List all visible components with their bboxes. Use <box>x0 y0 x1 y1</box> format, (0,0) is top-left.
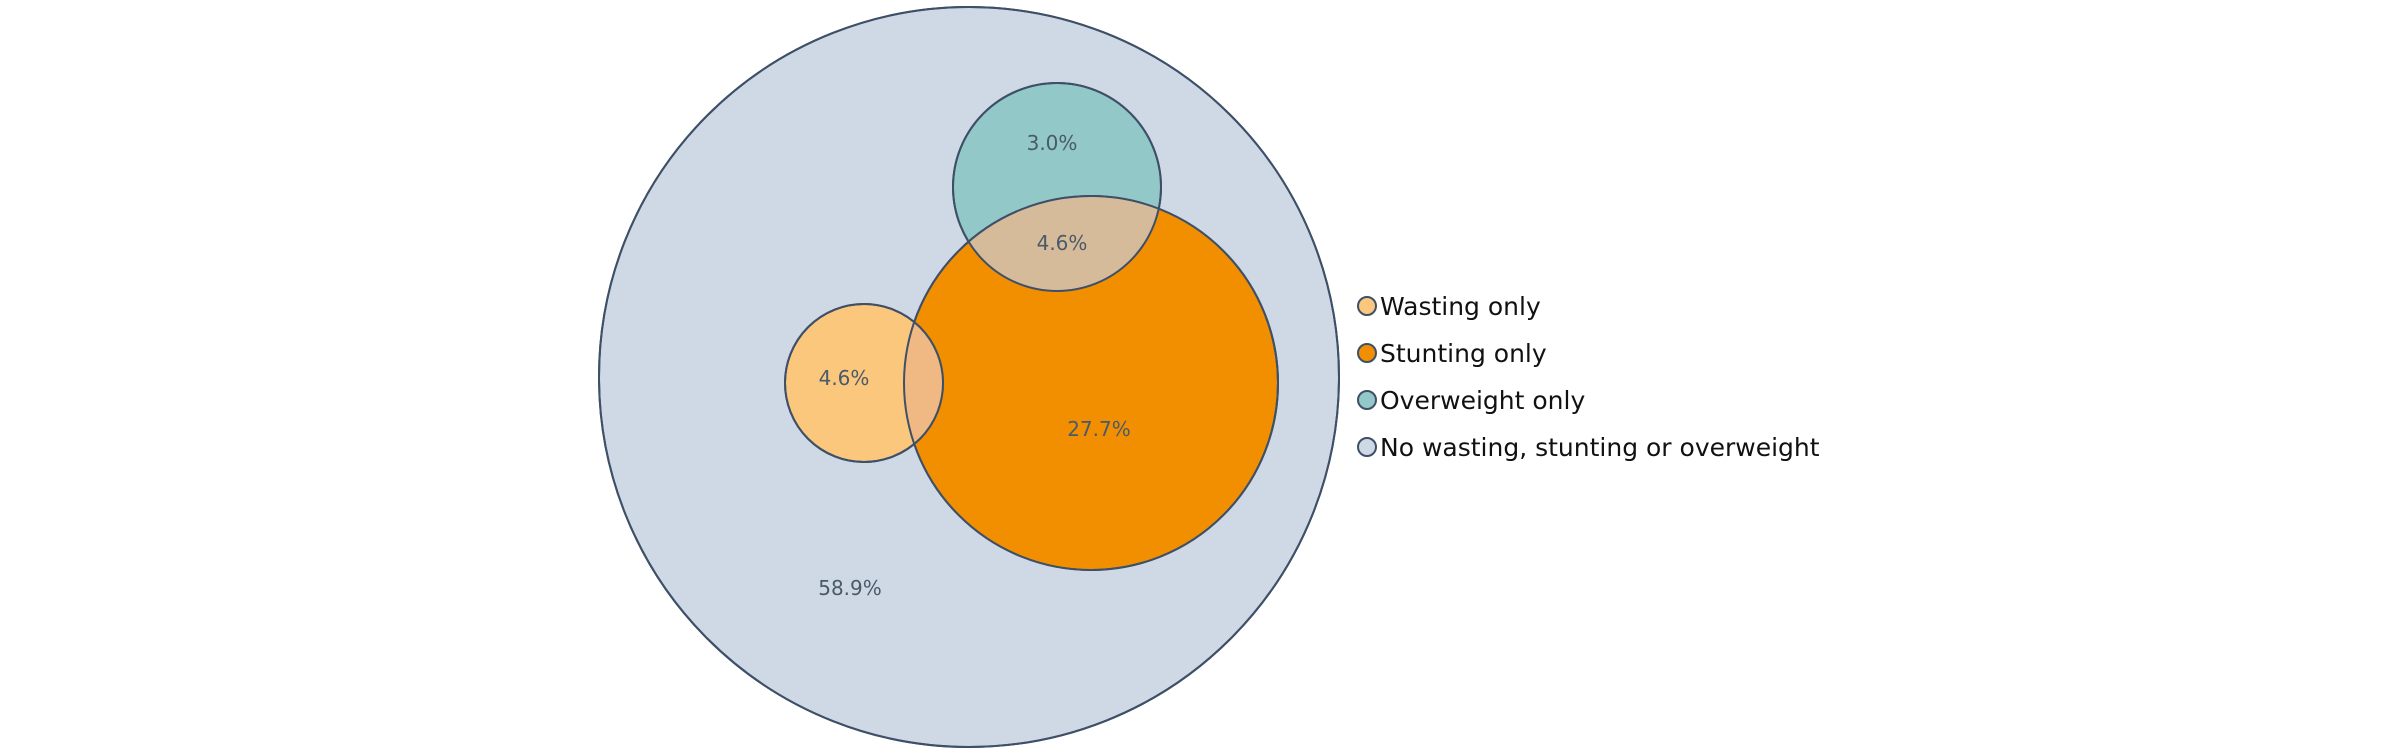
outline-wasting <box>784 303 944 463</box>
overlap-stunting-overweight <box>953 196 1161 291</box>
outline-overweight <box>952 82 1162 292</box>
outline-stunting <box>903 195 1279 571</box>
label-stunting-only: 27.7% <box>1067 417 1131 441</box>
legend-label-no-wasting-stunting-overweight: No wasting, stunting or overweight <box>1380 433 1820 462</box>
legend-item-wasting-only: Wasting only <box>1357 292 1541 321</box>
legend-item-no-wasting-stunting-overweight: No wasting, stunting or overweight <box>1357 433 1820 462</box>
legend-marker-stunting-only <box>1357 343 1377 363</box>
circle-outlines <box>598 6 1340 748</box>
legend-marker-no-wasting-stunting-overweight <box>1357 437 1377 457</box>
legend: Wasting only Stunting only Overweight on… <box>1357 292 1820 462</box>
legend-label-wasting-only: Wasting only <box>1380 292 1541 321</box>
legend-item-stunting-only: Stunting only <box>1357 339 1547 368</box>
outline-outer <box>598 6 1340 748</box>
label-wasting-only: 4.6% <box>819 366 870 390</box>
legend-marker-wasting-only <box>1357 296 1377 316</box>
legend-label-stunting-only: Stunting only <box>1380 339 1547 368</box>
legend-label-overweight-only: Overweight only <box>1380 386 1585 415</box>
legend-marker-overweight-only <box>1357 390 1377 410</box>
label-overweight-only: 3.0% <box>1027 131 1078 155</box>
label-stunting-overweight-overlap: 4.6% <box>1037 231 1088 255</box>
label-no-wasting-stunting-overweight: 58.9% <box>818 576 882 600</box>
legend-item-overweight-only: Overweight only <box>1357 386 1585 415</box>
